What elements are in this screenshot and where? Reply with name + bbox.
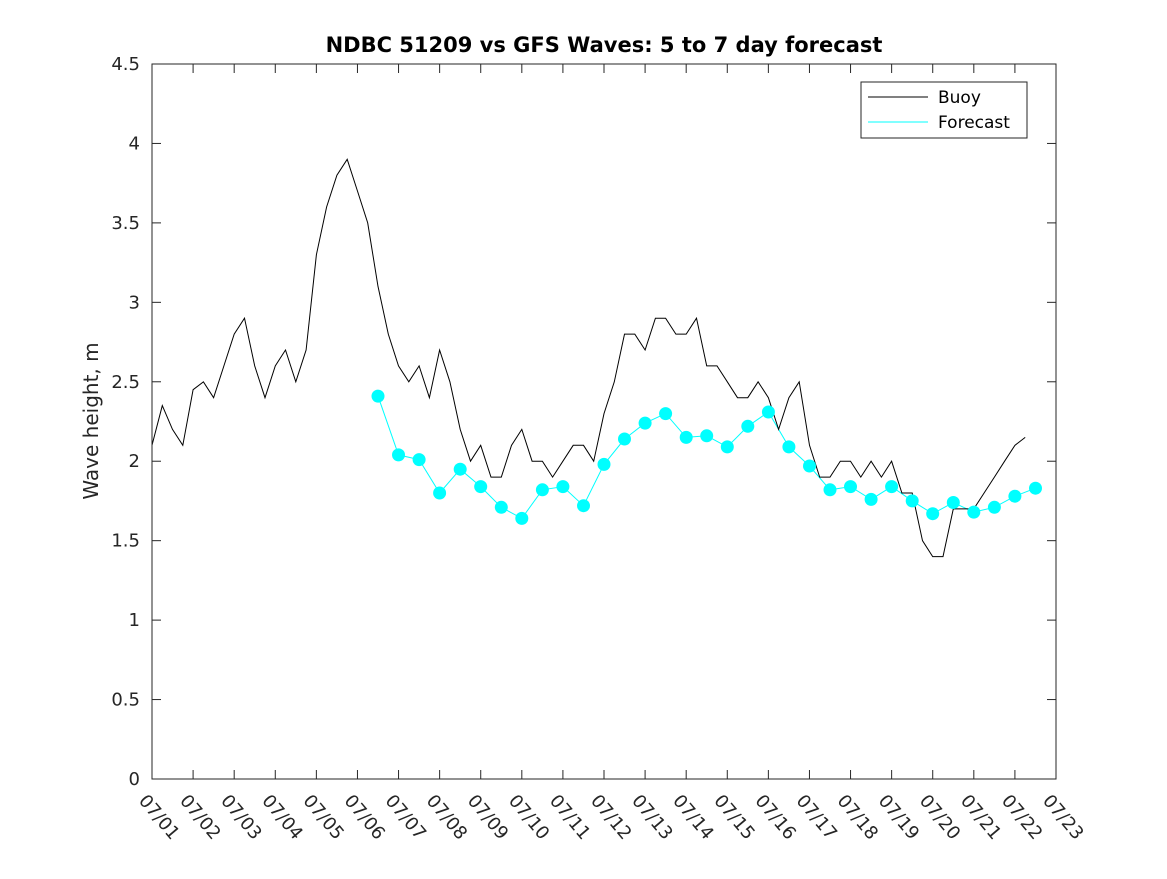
y-tick-label: 2 [129,451,140,472]
y-tick-label: 0 [129,769,140,790]
y-tick-label: 4 [129,133,140,154]
forecast-point [453,462,467,476]
forecast-point [618,432,631,446]
forecast-point [535,483,549,497]
forecast-point [946,496,960,509]
forecast-point [741,419,755,433]
plot-area [152,64,1056,779]
y-tick-label: 2.5 [111,372,140,393]
y-tick-label: 1 [129,610,140,631]
buoy-trace [151,158,1026,558]
forecast-point [761,405,775,419]
forecast-point [720,440,734,454]
y-tick-label: 0.5 [111,690,140,711]
forecast-point [782,440,796,454]
forecast-point [556,480,570,494]
forecast-point [638,416,652,430]
forecast-point [679,430,693,444]
forecast-point [905,494,919,508]
forecast-point [412,453,426,467]
forecast-point [926,507,940,521]
forecast-markers [371,389,1042,525]
forecast-point [700,429,714,443]
forecast-point [474,480,488,494]
forecast-point [392,448,405,462]
forecast-point [515,511,529,525]
y-tick-label: 3 [129,292,140,313]
forecast-point [1008,489,1022,503]
legend-buoy-label: Buoy [938,88,981,108]
forecast-point [577,499,590,513]
y-tick-label: 3.5 [111,213,140,234]
y-tick-label: 1.5 [111,531,140,552]
legend-box [860,81,1028,139]
forecast-point [433,486,447,500]
forecast-point [1029,481,1042,495]
forecast-point [803,459,816,473]
legend: Buoy Forecast [860,81,1028,139]
forecast-point [597,457,611,471]
y-tick-label: 4.5 [111,54,140,75]
forecast-point [659,407,673,421]
forecast-point [494,500,508,514]
forecast-point [987,500,1001,514]
forecast-point [885,480,899,494]
forecast-point [967,505,981,519]
forecast-point [844,480,857,494]
buoy-line [151,158,1026,558]
y-axis-ticks: 0 0.5 1 1.5 2 2.5 3 3.5 4 4.5 [111,54,1056,790]
legend-forecast-label: Forecast [938,113,1010,133]
chart-title: NDBC 51209 vs GFS Waves: 5 to 7 day fore… [326,33,883,57]
y-axis-label: Wave height, m [79,342,103,499]
forecast-point [823,483,837,497]
forecast-point [371,389,385,403]
forecast-point [864,492,878,506]
